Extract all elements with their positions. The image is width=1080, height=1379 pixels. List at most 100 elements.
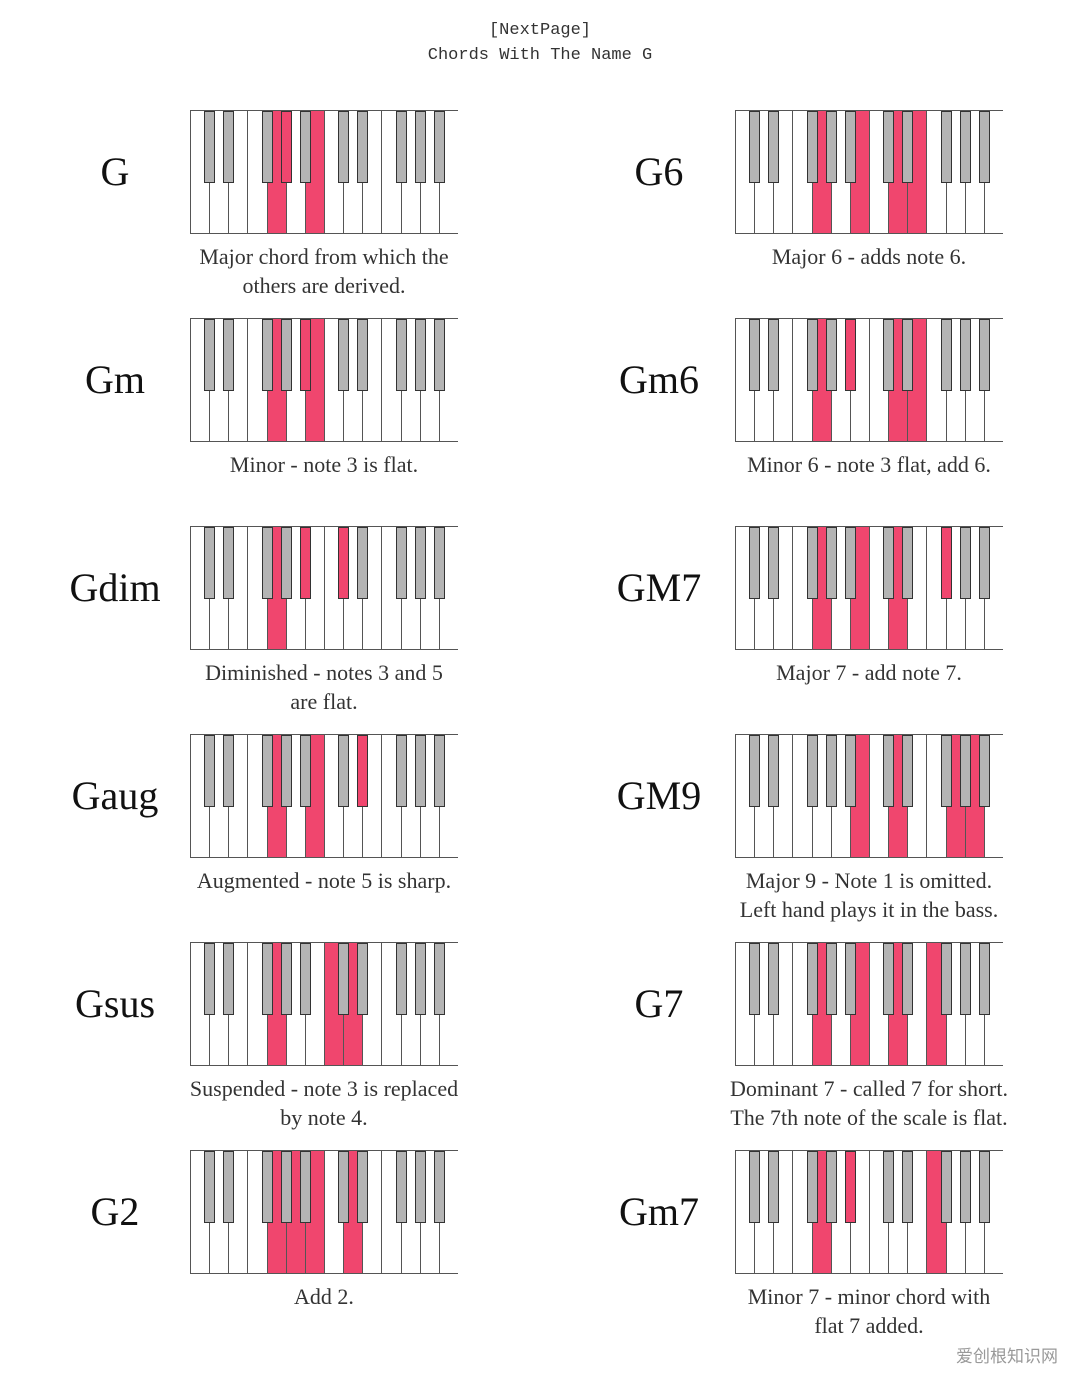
black-key [825, 527, 837, 599]
chord-name: Gaug [71, 773, 159, 818]
black-key [223, 319, 235, 391]
chord-name: GM7 [616, 565, 702, 610]
black-key [940, 943, 952, 1015]
chord-description: Dominant 7 - called 7 for short. The 7th … [689, 1074, 1049, 1132]
black-key [395, 527, 407, 599]
chord-description: Minor - note 3 is flat. [144, 450, 504, 479]
chord-name: Gdim [69, 565, 161, 610]
description-line: Left hand plays it in the bass. [739, 897, 999, 922]
header-nav-label: [NextPage] [488, 21, 592, 40]
black-key [223, 111, 235, 183]
chord-name: G6 [634, 149, 684, 194]
black-key [280, 1151, 292, 1223]
description-line: Add 2. [294, 1284, 354, 1309]
black-key [204, 735, 216, 807]
header-title: Chords With The Name G [427, 46, 653, 65]
description-line: Major 7 - add note 7. [776, 660, 962, 685]
black-key [806, 1151, 818, 1223]
black-key [204, 319, 216, 391]
black-key [844, 527, 856, 599]
black-key [414, 735, 426, 807]
keyboard-diagram [190, 110, 459, 234]
black-key [395, 735, 407, 807]
black-key [959, 1151, 971, 1223]
black-key-highlighted [940, 527, 952, 599]
black-key-highlighted [280, 111, 292, 183]
black-key [844, 735, 856, 807]
black-key [749, 319, 761, 391]
black-key [978, 111, 990, 183]
black-key [357, 1151, 369, 1223]
description-line: Minor - note 3 is flat. [229, 452, 419, 477]
keyboard-diagram [735, 1150, 1004, 1274]
black-key [280, 735, 292, 807]
black-key [883, 1151, 895, 1223]
black-key [204, 1151, 216, 1223]
black-key [223, 943, 235, 1015]
black-key [959, 943, 971, 1015]
page-header: [NextPage] Chords With The Name G [0, 18, 1080, 68]
chord-description: Major 6 - adds note 6. [689, 242, 1049, 271]
description-line: Diminished - notes 3 and 5 [205, 660, 443, 685]
black-key [883, 319, 895, 391]
black-key [299, 1151, 311, 1223]
black-key [825, 943, 837, 1015]
black-key [978, 735, 990, 807]
black-key [959, 111, 971, 183]
keyboard-diagram [190, 318, 459, 442]
black-key [357, 319, 369, 391]
black-key-highlighted [357, 735, 369, 807]
black-key [338, 111, 350, 183]
black-key [357, 527, 369, 599]
keyboard-diagram [190, 1150, 459, 1274]
keyboard-diagram [735, 318, 1004, 442]
chord-name: Gm6 [619, 357, 699, 402]
black-key [978, 527, 990, 599]
black-key [433, 1151, 445, 1223]
watermark-text: 爱创根知识网 [956, 1347, 1058, 1367]
black-key [414, 319, 426, 391]
black-key [768, 943, 780, 1015]
black-key [978, 943, 990, 1015]
black-key [883, 527, 895, 599]
black-key [825, 735, 837, 807]
black-key [433, 943, 445, 1015]
black-key [902, 1151, 914, 1223]
black-key [768, 111, 780, 183]
black-key [261, 111, 273, 183]
black-key-highlighted [338, 527, 350, 599]
black-key [959, 527, 971, 599]
black-key [749, 943, 761, 1015]
black-key [749, 735, 761, 807]
black-key [902, 319, 914, 391]
black-key [959, 319, 971, 391]
black-key [978, 319, 990, 391]
black-key [433, 735, 445, 807]
black-key [261, 943, 273, 1015]
chord-description: Suspended - note 3 is replaced by note 4. [144, 1074, 504, 1132]
black-key [261, 735, 273, 807]
black-key [978, 1151, 990, 1223]
black-key [806, 735, 818, 807]
black-key-highlighted [844, 1151, 856, 1223]
chord-name: Gm [85, 357, 145, 402]
chord-description: Major 9 - Note 1 is omitted. Left hand pl… [689, 866, 1049, 924]
black-key [299, 943, 311, 1015]
black-key [825, 1151, 837, 1223]
black-key-highlighted [299, 527, 311, 599]
black-key [768, 319, 780, 391]
black-key [261, 527, 273, 599]
black-key [940, 111, 952, 183]
black-key [338, 735, 350, 807]
keyboard-diagram [190, 734, 459, 858]
black-key [902, 111, 914, 183]
black-key [395, 111, 407, 183]
keyboard-diagram [735, 110, 1004, 234]
black-key [338, 319, 350, 391]
chord-description: Diminished - notes 3 and 5 are flat. [144, 658, 504, 716]
black-key [768, 1151, 780, 1223]
black-key [433, 111, 445, 183]
description-line: Suspended - note 3 is replaced [189, 1076, 459, 1101]
black-key [959, 735, 971, 807]
black-key [749, 111, 761, 183]
